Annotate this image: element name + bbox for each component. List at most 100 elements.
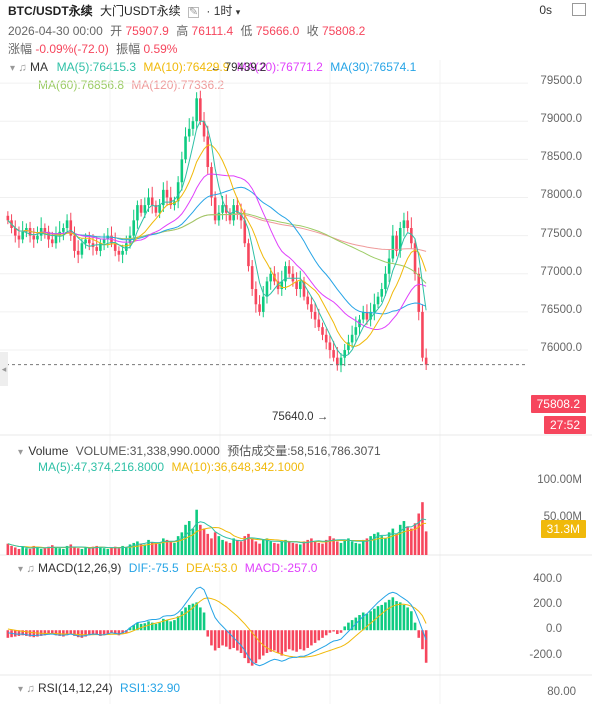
candle-body [365,311,369,320]
ma30-line [7,186,427,315]
candle-body [162,189,165,206]
volume-name: Volume [28,444,69,458]
macd-bar [87,630,91,636]
candle-body [228,212,232,221]
volume-bar [224,541,228,555]
macd-bar [21,630,24,636]
volume-bar [287,541,291,555]
macd-bar [117,630,121,636]
macd-bar [69,630,73,635]
chevron-down-icon[interactable]: ▾ [18,564,24,575]
volume-tick-label: 100.00M [537,473,582,486]
volume-bar [6,543,10,555]
candle-body [158,205,161,213]
rsi-name: RSI(14,12,24) [37,681,113,695]
volume-bar [213,532,217,555]
ma20-label: MA(20):76771.2 [236,60,323,74]
macd-bar [32,630,36,638]
candle-body [391,235,395,259]
edit-icon[interactable]: ✎ [188,6,200,18]
volume-bar [91,546,95,555]
window-box-icon[interactable] [572,3,586,16]
macd-bar [132,625,136,631]
macd-bar [213,630,217,651]
volume-bar [376,532,380,555]
volume-bar [347,538,350,555]
collapse-handle-icon[interactable]: ◂ [0,352,8,386]
macd-bar [62,630,65,637]
candle-body [239,212,243,221]
bell-icon[interactable]: ♫ [26,683,35,695]
interval-selector[interactable]: · 1时 ▾ [206,4,241,18]
ma-legend-row-2: MA(60):76856.8 MA(120):77336.2 [38,78,224,92]
volume-bar [324,539,328,555]
price-tick-label: 76000.0 [540,342,582,355]
macd-bar [73,630,76,636]
candle-body [184,136,187,160]
macd-dea-line [7,597,427,658]
macd-bar [136,622,139,631]
macd-bar [128,627,132,631]
candle-body [176,182,180,202]
volume-bar [269,541,272,555]
macd-bar [139,623,143,631]
high-annotation: ← 79439.2 [210,62,267,74]
candle-body [62,228,65,232]
candle-body [384,273,387,290]
candle-body [395,235,398,251]
change-row: 涨幅 -0.09%(-72.0) 振幅 0.59% [8,40,177,57]
macd-bar [365,613,369,631]
macd-bar [280,630,284,656]
candle-body [17,235,21,240]
volume-bar [302,541,306,555]
macd-bar [239,630,243,654]
chevron-down-icon[interactable]: ▾ [18,447,24,458]
macd-bar [162,618,165,631]
macd-bar [228,630,232,650]
candle-body [343,350,347,358]
volume-bar [10,545,13,555]
bell-icon[interactable]: ♫ [26,563,35,575]
candle-body [47,231,50,240]
macd-bar [210,630,213,646]
change-value: -0.09%(-72.0) [35,42,109,56]
candle-body [347,342,350,351]
bell-icon[interactable]: ♫ [18,62,27,74]
macd-bar [258,630,261,660]
macd-bar [298,630,302,650]
candle-body [202,121,206,137]
candle-body [147,197,150,206]
volume-bar [239,541,243,555]
macd-legend: ▾ ♫ MACD(12,26,9) DIF:-75.5 DEA:53.0 MAC… [18,561,317,575]
price-tick-label: 79000.0 [540,113,582,126]
candle-body [369,311,372,320]
volume-bar [150,542,154,555]
macd-dif: DIF:-75.5 [128,561,179,575]
macd-bar [202,612,206,631]
low-annotation: 75640.0 → [272,411,329,423]
chevron-down-icon[interactable]: ▾ [18,684,24,695]
chevron-down-icon[interactable]: ▾ [10,63,16,74]
macd-bar [217,630,221,648]
macd-bar [369,611,372,631]
volume-bar [369,536,372,555]
candle-body [295,281,298,290]
candle-body [373,304,376,312]
volume-bar [43,548,47,555]
candle-body [154,205,158,213]
volume-tag: 31.3M [540,520,586,538]
volume-bar [110,547,113,555]
candle-body [261,296,265,312]
ma60-label: MA(60):76856.8 [38,78,125,92]
macd-bar [65,630,69,636]
candle-body [324,334,328,343]
symbol-title[interactable]: BTC/USDT永续 [8,4,93,18]
price-tick-label: 76500.0 [540,303,582,316]
candle-body [199,98,202,122]
macd-bar [6,630,10,638]
macd-bar [358,615,361,631]
candle-body [317,319,321,328]
bar-date: 2026-04-30 00:00 [8,24,103,38]
volume-bar [332,538,335,555]
